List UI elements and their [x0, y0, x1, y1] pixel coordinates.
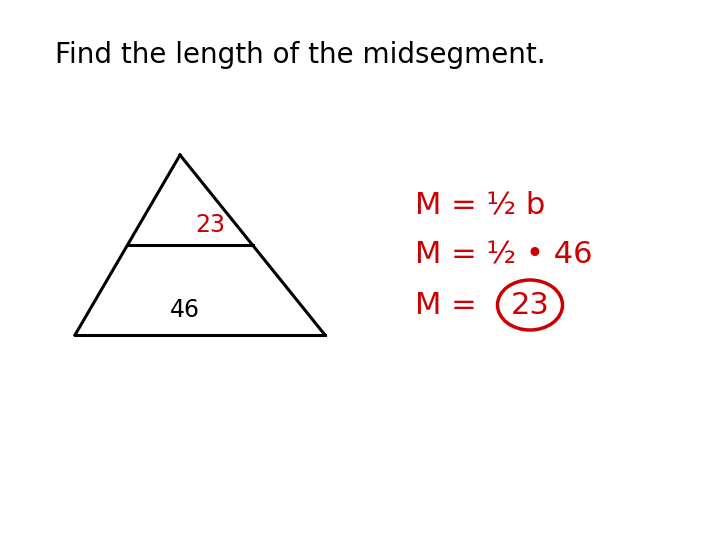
Text: 23: 23: [195, 213, 225, 237]
Text: M =: M =: [415, 291, 477, 320]
Text: 23: 23: [510, 291, 549, 320]
Text: M = ½ b: M = ½ b: [415, 191, 545, 219]
Text: M = ½ • 46: M = ½ • 46: [415, 240, 593, 269]
Text: Find the length of the midsegment.: Find the length of the midsegment.: [55, 41, 546, 69]
Text: 46: 46: [170, 298, 200, 322]
